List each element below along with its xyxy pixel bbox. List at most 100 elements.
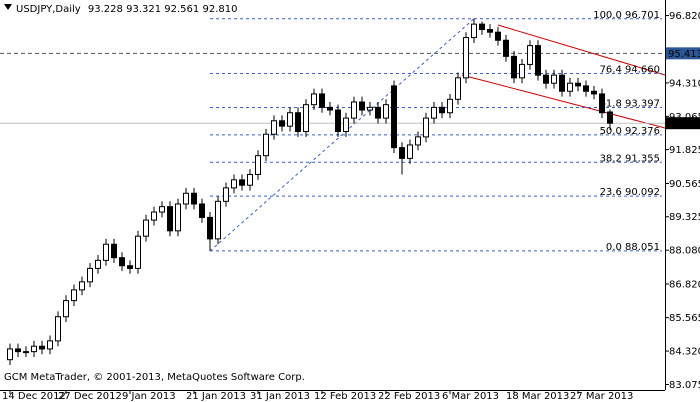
fibo-label: 38.2 91.355 xyxy=(600,153,660,164)
candle-body xyxy=(71,289,77,302)
candle-body xyxy=(7,348,13,361)
candle-body xyxy=(63,300,69,318)
candle-body xyxy=(31,345,37,353)
candle-body xyxy=(295,112,301,133)
channel-upper xyxy=(497,24,666,76)
candle-body xyxy=(439,106,445,114)
candle-body xyxy=(511,55,517,79)
candle-body xyxy=(175,203,181,232)
fibo-trendline xyxy=(209,18,475,252)
candle-body xyxy=(575,82,581,87)
candle-body xyxy=(215,200,221,240)
hline-tag: 95.413 xyxy=(668,49,700,60)
candle-body xyxy=(263,133,269,157)
y-tick-label: 89.325 xyxy=(669,212,700,223)
candle-body xyxy=(87,267,93,283)
candle-body xyxy=(231,179,237,189)
candle-body xyxy=(167,206,173,232)
ohlc-high: 93.321 xyxy=(126,4,161,15)
candle-body xyxy=(583,85,589,92)
x-tick-label: 14 Dec 2012 xyxy=(2,391,66,402)
x-tick-label: 27 Dec 2012 xyxy=(58,391,122,402)
candle-body xyxy=(255,155,261,175)
x-tick-label: 12 Feb 2013 xyxy=(314,391,376,402)
candle-body xyxy=(239,179,245,186)
bid-tag: 92.810 xyxy=(668,119,700,130)
candle-body xyxy=(495,31,501,41)
fibo-label: 50.0 92.376 xyxy=(600,126,660,137)
fibo-label: 76.4 94.660 xyxy=(600,65,660,76)
candle-body xyxy=(15,348,21,353)
candle-body xyxy=(119,257,125,267)
candle-body xyxy=(95,259,101,269)
x-tick-label: 6 Mar 2013 xyxy=(442,391,499,402)
y-tick-label: 96.820 xyxy=(669,11,700,22)
fibo-label: 61.8 93.397 xyxy=(600,98,660,109)
candle-body xyxy=(143,219,149,237)
candle-body xyxy=(375,106,381,119)
candle-body xyxy=(335,109,341,133)
candle-body xyxy=(47,340,53,350)
candle-body xyxy=(367,106,373,111)
candle-body xyxy=(527,45,533,65)
channel-lower xyxy=(461,74,666,129)
candle-body xyxy=(551,74,557,84)
x-tick-label: 18 Mar 2013 xyxy=(506,391,569,402)
candle-body xyxy=(247,173,253,186)
y-tick-label: 94.310 xyxy=(669,78,700,89)
candle-body xyxy=(223,187,229,202)
fibo-label: 23.6 90.092 xyxy=(600,187,660,198)
candle-body xyxy=(23,351,29,354)
candle-body xyxy=(599,93,605,114)
candle-body xyxy=(607,111,613,124)
hline-tag-bg xyxy=(666,47,700,60)
candle-body xyxy=(199,203,205,218)
candle-body xyxy=(463,37,469,79)
y-tick-label: 90.565 xyxy=(669,179,700,190)
symbol: USDJPY,Daily xyxy=(16,4,81,15)
candle-body xyxy=(423,117,429,138)
candle-body xyxy=(591,90,597,95)
symbol-icon xyxy=(4,4,12,10)
candle-body xyxy=(55,316,61,342)
x-tick-label: 9 Jan 2013 xyxy=(122,391,176,402)
candle-body xyxy=(103,243,109,261)
candle-body xyxy=(287,112,293,127)
candle-body xyxy=(271,120,277,135)
fibo-label: 0.0 88.051 xyxy=(606,242,660,253)
candle-body xyxy=(39,345,45,350)
candle-body xyxy=(319,93,325,108)
x-tick-label: 21 Jan 2013 xyxy=(186,391,246,402)
candle-body xyxy=(447,98,453,114)
candle-body xyxy=(567,82,573,92)
candle-body xyxy=(479,23,485,31)
ohlc-low: 92.561 xyxy=(164,4,199,15)
candle-body xyxy=(503,39,509,57)
candle-body xyxy=(559,74,565,92)
y-tick-label: 85.565 xyxy=(669,313,700,324)
y-tick-label: 91.825 xyxy=(669,145,700,156)
candle-body xyxy=(543,74,549,84)
candle-body xyxy=(519,63,525,79)
ohlc-open: 93.228 xyxy=(88,4,123,15)
candle-body xyxy=(359,101,365,111)
x-tick-label: 22 Feb 2013 xyxy=(378,391,440,402)
fibo-label: 100.0 96.701 xyxy=(593,10,660,21)
candle-body xyxy=(415,136,421,146)
candle-body xyxy=(399,147,405,159)
candle-body xyxy=(151,211,157,221)
chart-header: USDJPY,Daily 93.228 93.321 92.561 92.810 xyxy=(16,4,237,15)
candle-body xyxy=(391,85,397,149)
candle-body xyxy=(183,192,189,205)
y-tick-label: 86.820 xyxy=(669,279,700,290)
candle-body xyxy=(407,144,413,159)
candle-body xyxy=(455,77,461,100)
candle-body xyxy=(303,104,309,133)
bid-tag-bg xyxy=(666,117,700,130)
candle-body xyxy=(351,101,357,119)
candle-body xyxy=(383,104,389,119)
candle-body xyxy=(111,243,117,259)
candle-body xyxy=(343,117,349,133)
